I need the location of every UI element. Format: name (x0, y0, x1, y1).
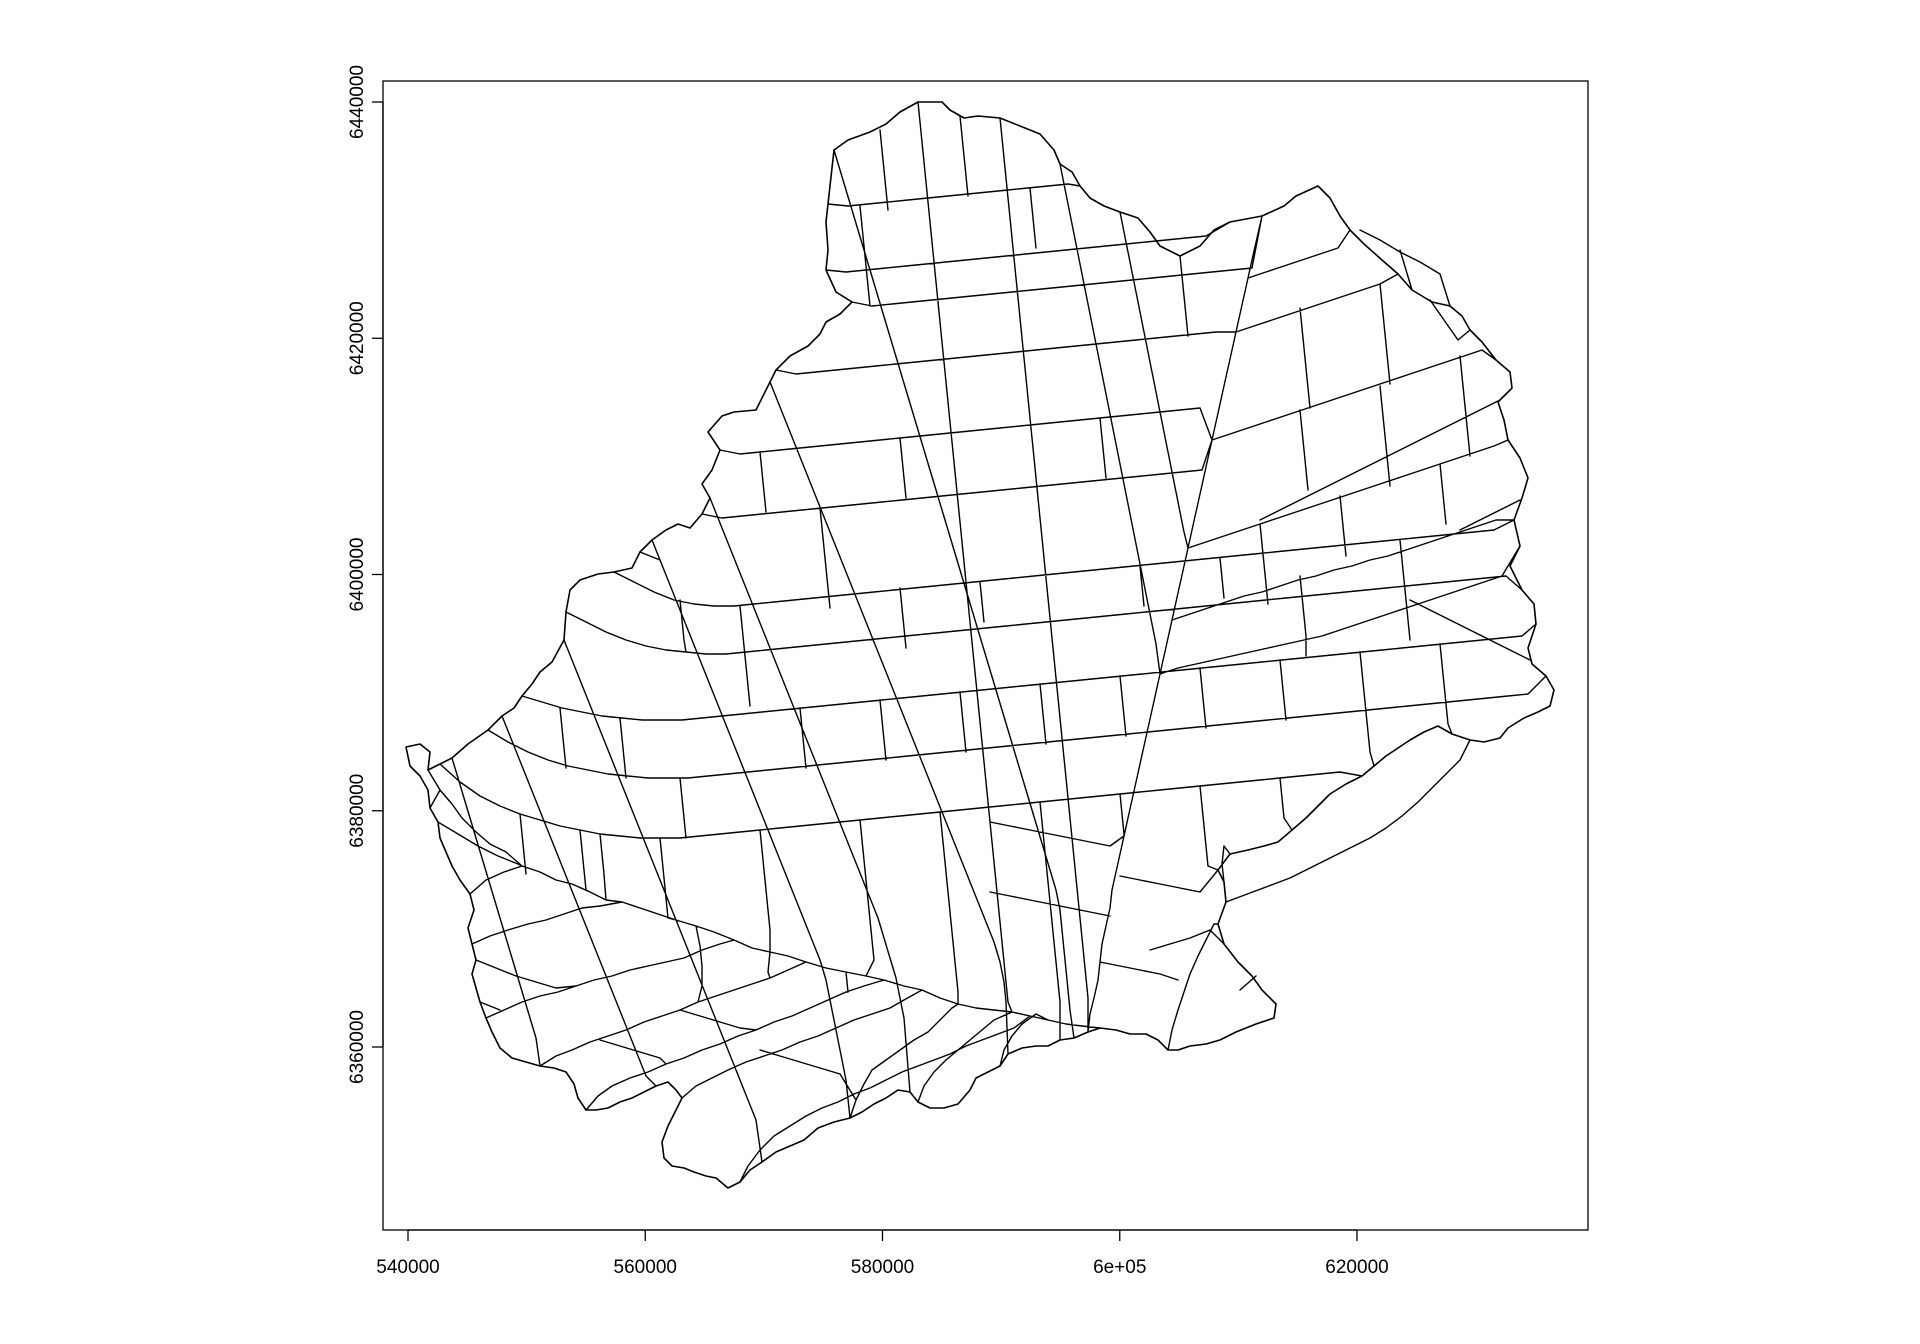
y-tick-label-2: 6400000 (347, 538, 368, 612)
y-axis-ticks: 6360000 6380000 6400000 6420000 6440000 (347, 65, 383, 1084)
region-outline (405, 101, 1555, 1189)
y-tick-label-0: 6360000 (347, 1010, 368, 1084)
commune-borders (427, 101, 1547, 1183)
y-tick-label-3: 6420000 (347, 301, 368, 375)
x-tick-label-2: 580000 (851, 1257, 914, 1278)
y-tick-label-1: 6380000 (347, 774, 368, 848)
y-tick-label-4: 6440000 (347, 65, 368, 139)
x-tick-label-0: 540000 (376, 1257, 439, 1278)
x-tick-label-3: 6e+05 (1093, 1257, 1146, 1278)
x-axis-ticks: 540000 560000 580000 6e+05 620000 (376, 1230, 1389, 1278)
communes-map (405, 101, 1555, 1189)
x-tick-label-1: 560000 (614, 1257, 677, 1278)
x-tick-label-4: 620000 (1325, 1257, 1388, 1278)
